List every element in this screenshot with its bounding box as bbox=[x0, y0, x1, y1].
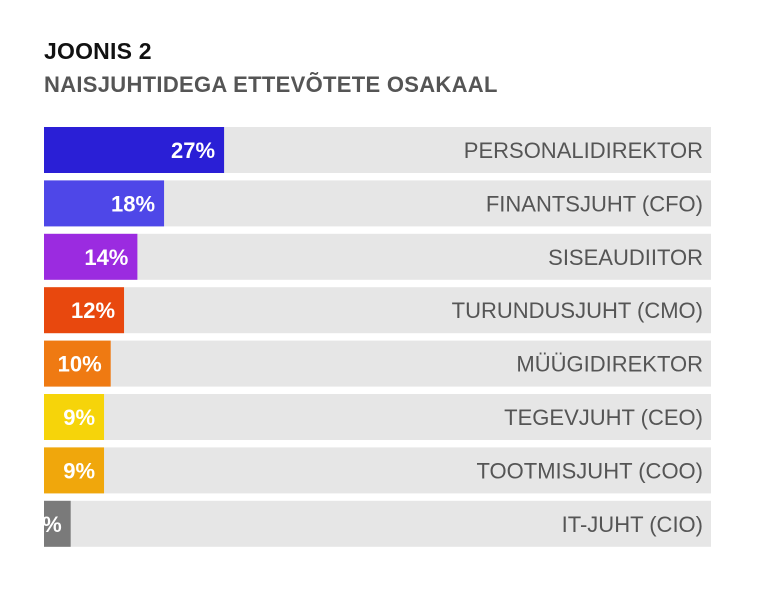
bar bbox=[44, 394, 105, 440]
bar-value-label: 18% bbox=[111, 191, 155, 216]
bar bbox=[44, 180, 165, 227]
chart-title: JOONIS 2 bbox=[44, 38, 152, 64]
bar bbox=[44, 127, 225, 173]
bar-value-label: 9% bbox=[63, 405, 95, 430]
chart-subtitle: NAISJUHTIDEGA ETTEVÕTETE OSAKAAL bbox=[44, 72, 498, 97]
bar-value-label: 27% bbox=[171, 138, 215, 163]
bar-row: 12% TURUNDUSJUHT (CMO) bbox=[44, 287, 711, 334]
bar-value-label: 4% bbox=[30, 512, 62, 537]
bar-track bbox=[44, 233, 711, 280]
bar-category-label: TURUNDUSJUHT (CMO) bbox=[452, 298, 703, 323]
bar-row: 4% IT-JUHT (CIO) bbox=[30, 500, 711, 547]
bar-category-label: IT-JUHT (CIO) bbox=[562, 512, 703, 537]
bar bbox=[44, 287, 125, 334]
bar-value-label: 9% bbox=[63, 458, 95, 483]
bar-category-label: MÜÜGIDIREKTOR bbox=[516, 352, 703, 377]
bar-category-label: TOOTMISJUHT (COO) bbox=[476, 458, 703, 483]
bar-track bbox=[44, 500, 711, 547]
bar bbox=[44, 340, 111, 387]
bar-category-label: SISEAUDIITOR bbox=[548, 245, 703, 270]
bar-track bbox=[44, 340, 711, 387]
bar-value-label: 10% bbox=[58, 352, 102, 377]
bar-row: 9% TOOTMISJUHT (COO) bbox=[44, 447, 711, 494]
bar-track bbox=[44, 287, 711, 334]
bar-track bbox=[44, 394, 711, 440]
bar-row: 14% SISEAUDIITOR bbox=[44, 233, 711, 280]
bar-row: 10% MÜÜGIDIREKTOR bbox=[44, 340, 711, 387]
bar-row: 18% FINANTSJUHT (CFO) bbox=[44, 180, 711, 227]
bar-category-label: FINANTSJUHT (CFO) bbox=[486, 191, 703, 216]
bar-value-label: 14% bbox=[84, 245, 128, 270]
bar-category-label: TEGEVJUHT (CEO) bbox=[504, 405, 703, 430]
bar-category-label: PERSONALIDIREKTOR bbox=[464, 138, 703, 163]
bar-row: 9% TEGEVJUHT (CEO) bbox=[44, 394, 711, 440]
bar-value-label: 12% bbox=[71, 298, 115, 323]
bar bbox=[44, 447, 105, 494]
bar bbox=[44, 500, 71, 547]
bar-track bbox=[44, 447, 711, 494]
bar bbox=[44, 233, 138, 280]
bar-row: 27% PERSONALIDIREKTOR bbox=[44, 127, 711, 173]
